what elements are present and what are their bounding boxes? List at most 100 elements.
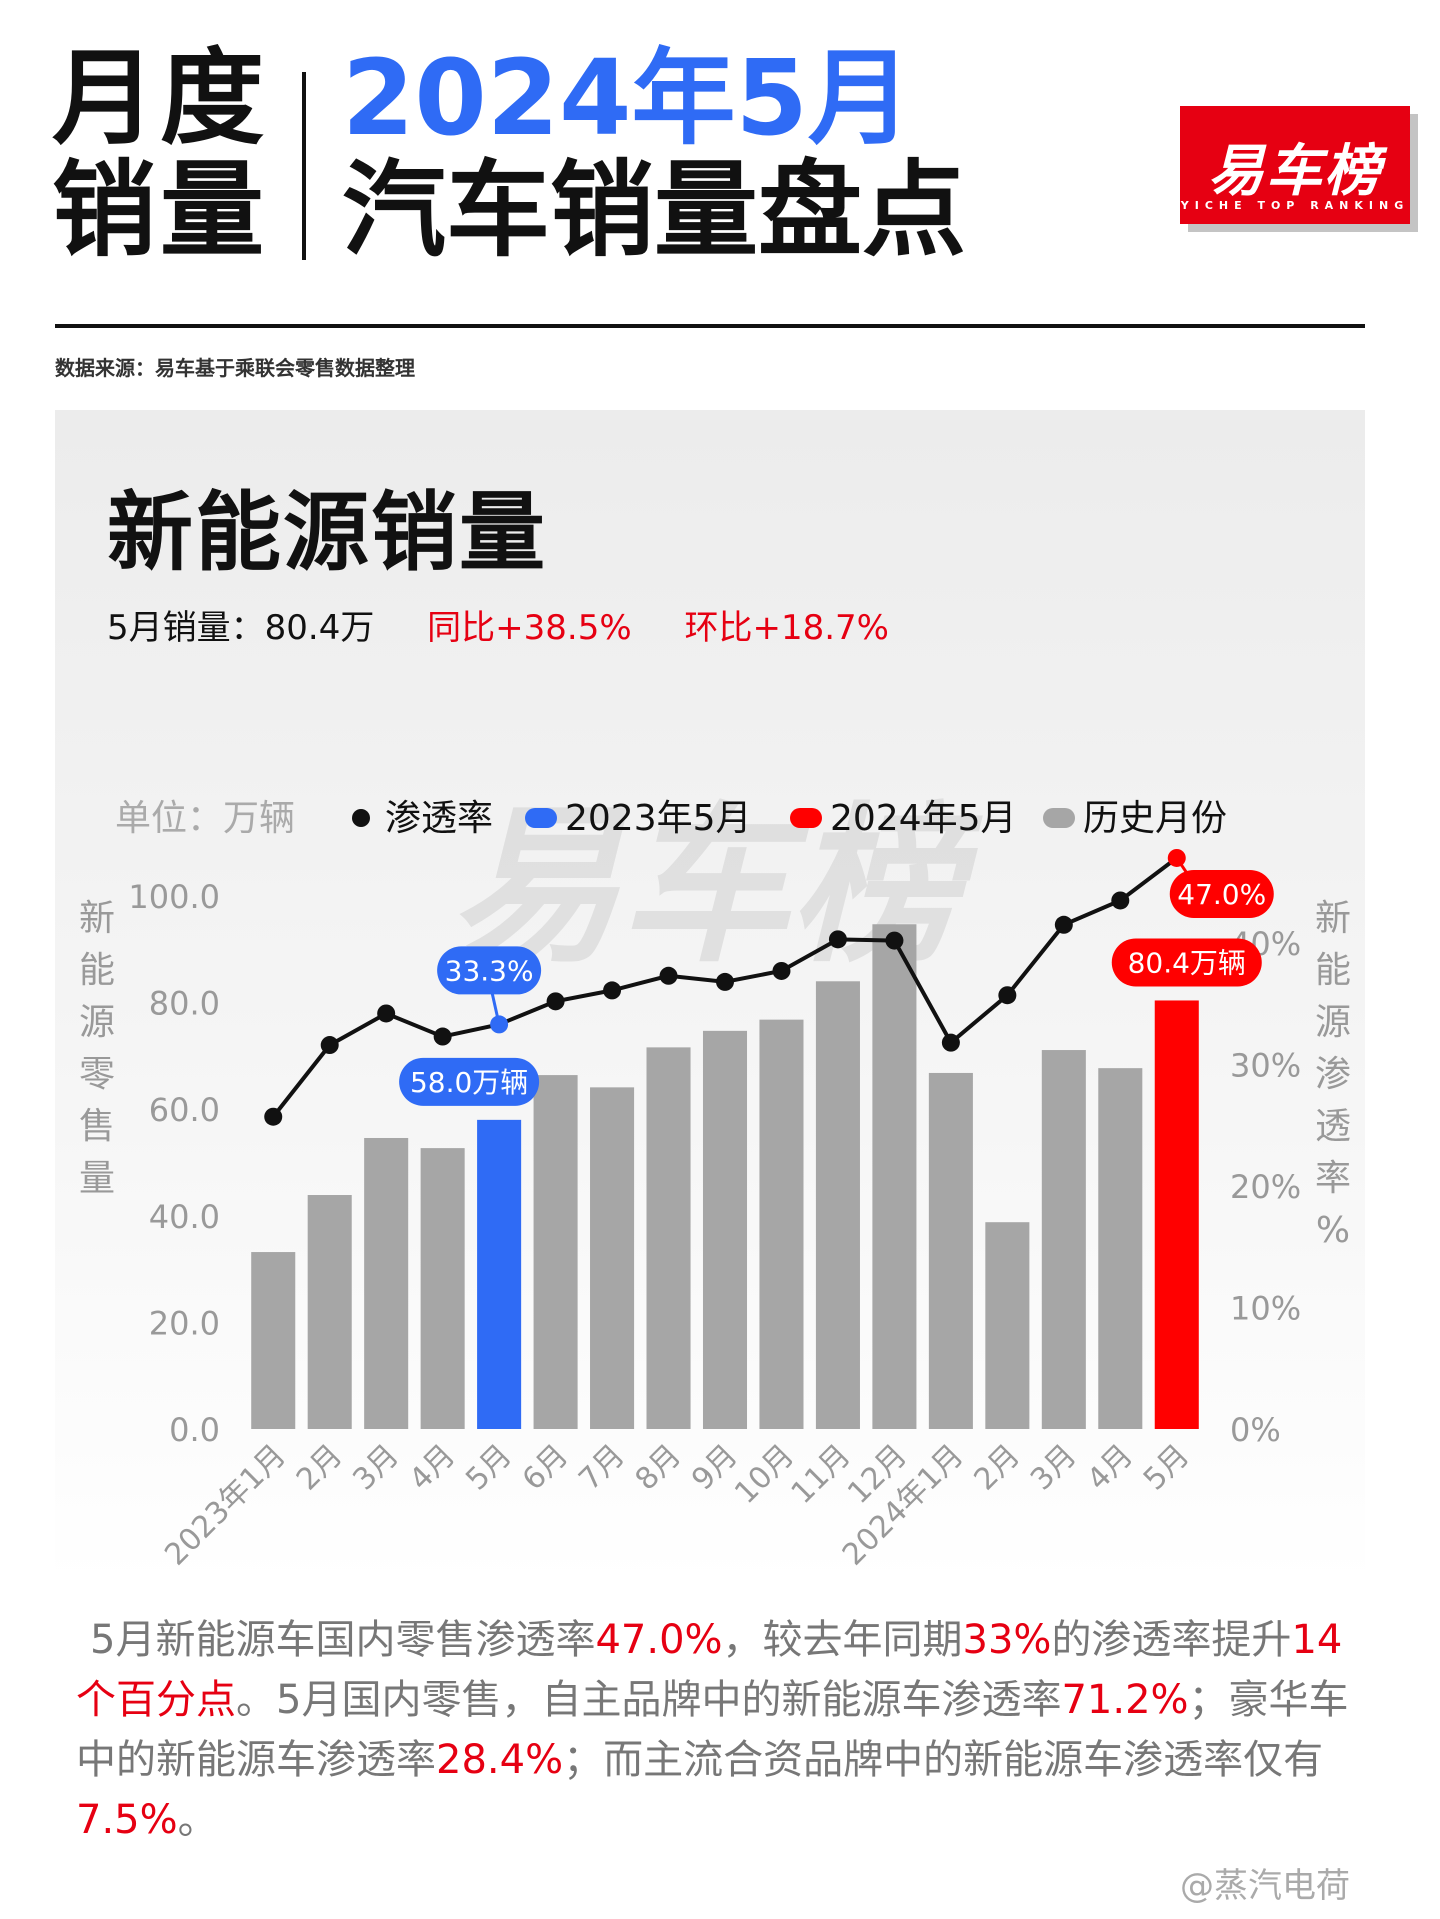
bar xyxy=(985,1222,1030,1429)
y-tick-label: 0.0 xyxy=(169,1411,220,1449)
desc-value-2: 33% xyxy=(962,1617,1052,1663)
line-point xyxy=(772,961,791,980)
legend-swatch xyxy=(790,808,822,828)
bar xyxy=(702,1030,748,1429)
line-point xyxy=(320,1036,339,1055)
rate-2023-label-bg xyxy=(437,946,542,995)
rate-2024-label: 47.0% xyxy=(1177,878,1266,911)
y2-tick-label: 20% xyxy=(1230,1168,1301,1206)
desc-value-6: 7.5% xyxy=(76,1797,178,1843)
line-point xyxy=(264,1107,283,1126)
line-point xyxy=(603,981,622,1000)
legend-swatch xyxy=(1043,808,1075,828)
x-tick-label: 4月 xyxy=(403,1438,462,1497)
header-left-line2: 销量 xyxy=(52,149,269,271)
header-divider xyxy=(302,72,306,260)
logo-name: 易车榜 xyxy=(1208,139,1382,204)
y-axis-label-char: 能 xyxy=(79,950,115,991)
line-point xyxy=(828,930,847,949)
y-axis-label-char: 源 xyxy=(79,1002,115,1043)
nev-sales-chart: 易车榜0.020.040.060.080.0100.00%10%20%30%40… xyxy=(79,788,1351,1573)
y2-axis-label-char: 能 xyxy=(1315,950,1351,991)
bar xyxy=(1041,1050,1086,1429)
line-point xyxy=(941,1033,960,1052)
chart-unit-label: 单位：万辆 xyxy=(115,798,295,839)
x-tick-label: 11月 xyxy=(785,1438,858,1511)
line-point xyxy=(716,972,734,991)
section-title: 新能源销量 xyxy=(107,483,547,583)
bar xyxy=(477,1119,522,1429)
header-left: 月度 销量 xyxy=(52,42,282,266)
bar-2024-label: 80.4万辆 xyxy=(1128,946,1246,979)
y-tick-label: 20.0 xyxy=(149,1304,220,1342)
header-left-line1: 月度 xyxy=(52,37,269,159)
x-tick-label: 8月 xyxy=(629,1438,688,1497)
line-point xyxy=(885,931,904,950)
y2-axis-label-char: 源 xyxy=(1315,1002,1351,1043)
stat-sales: 5月销量：80.4万 xyxy=(107,608,375,648)
chart-panel: 新能源销量 5月销量：80.4万 同比+38.5% 环比+18.7% 易车榜 0.… xyxy=(55,410,1365,1585)
legend-label: 渗透率 xyxy=(385,798,493,839)
bar-2024-label-bg xyxy=(1111,938,1262,987)
bar xyxy=(590,1087,635,1429)
y2-axis-label-char: 率 xyxy=(1315,1158,1351,1199)
header-right: 2024年5月 汽车销量盘点 xyxy=(342,42,966,266)
desc-part-4: 。5月国内零售，自主品牌中的新能源车渗透率 xyxy=(236,1677,1062,1723)
y-axis-label-char: 零 xyxy=(79,1054,115,1095)
y-tick-label: 40.0 xyxy=(149,1198,220,1236)
desc-part-1: 5月新能源车国内零售渗透率 xyxy=(90,1617,596,1663)
x-tick-label: 5月 xyxy=(1137,1438,1196,1497)
bar xyxy=(1098,1068,1143,1429)
x-tick-label: 2月 xyxy=(290,1438,349,1497)
brand-logo: 易车榜 YICHE TOP RANKING xyxy=(1180,106,1418,232)
x-tick-label: 5月 xyxy=(459,1438,518,1497)
x-tick-label: 6月 xyxy=(516,1438,575,1497)
line-point xyxy=(546,992,565,1011)
legend-swatch xyxy=(525,808,557,828)
desc-part-3: 的渗透率提升 xyxy=(1051,1617,1292,1663)
line-point xyxy=(490,1015,509,1034)
x-tick-label: 3月 xyxy=(346,1438,405,1497)
y-tick-label: 100.0 xyxy=(128,878,220,916)
y-axis-label-char: 售 xyxy=(79,1106,115,1147)
desc-value-4: 71.2% xyxy=(1061,1677,1189,1723)
desc-part-6: ；而主流合资品牌中的新能源车渗透率仅有 xyxy=(563,1737,1324,1783)
legend-swatch xyxy=(352,809,370,827)
stat-mom: 环比+18.7% xyxy=(684,608,889,648)
y-tick-label: 60.0 xyxy=(149,1091,220,1129)
x-tick-label: 2023年1月 xyxy=(158,1438,293,1573)
y2-axis-label-char: 渗 xyxy=(1315,1054,1351,1095)
desc-value-1: 47.0% xyxy=(595,1617,723,1663)
legend-label: 2023年5月 xyxy=(565,798,752,839)
desc-value-5: 28.4% xyxy=(436,1737,564,1783)
rate-2024-label-bg xyxy=(1169,869,1274,918)
y-tick-label: 80.0 xyxy=(149,985,220,1023)
description: 5月新能源车国内零售渗透率47.0%，较去年同期33%的渗透率提升14个百分点。… xyxy=(76,1610,1366,1850)
y2-axis-label-char: 新 xyxy=(1315,898,1351,939)
y-axis-label-char: 量 xyxy=(79,1158,115,1199)
x-tick-label: 3月 xyxy=(1024,1438,1083,1497)
bar xyxy=(815,981,860,1429)
line-point xyxy=(1054,915,1073,934)
legend-label: 历史月份 xyxy=(1083,798,1227,839)
footer-watermark: @蒸汽电荷 xyxy=(1180,1866,1350,1906)
logo-tagline: YICHE TOP RANKING xyxy=(1180,199,1410,212)
y2-axis-label-char: 透 xyxy=(1315,1106,1351,1147)
header-subtitle: 汽车销量盘点 xyxy=(342,149,967,271)
stats-line: 5月销量：80.4万 同比+38.5% 环比+18.7% xyxy=(107,600,931,649)
legend-label: 2024年5月 xyxy=(830,798,1017,839)
bar xyxy=(364,1137,409,1429)
bar xyxy=(251,1252,296,1429)
x-tick-label: 4月 xyxy=(1080,1438,1139,1497)
bar-2023-label: 58.0万辆 xyxy=(410,1066,528,1099)
y2-tick-label: 10% xyxy=(1230,1290,1301,1328)
bar xyxy=(759,1019,804,1429)
y2-axis-label-char: % xyxy=(1316,1210,1350,1251)
bar xyxy=(533,1075,578,1429)
stat-yoy: 同比+38.5% xyxy=(427,608,632,648)
bar-2023-label-bg xyxy=(399,1057,540,1106)
x-tick-label: 10月 xyxy=(728,1438,801,1511)
header-rule xyxy=(55,324,1365,328)
bar xyxy=(420,1148,465,1429)
bar xyxy=(307,1195,352,1429)
